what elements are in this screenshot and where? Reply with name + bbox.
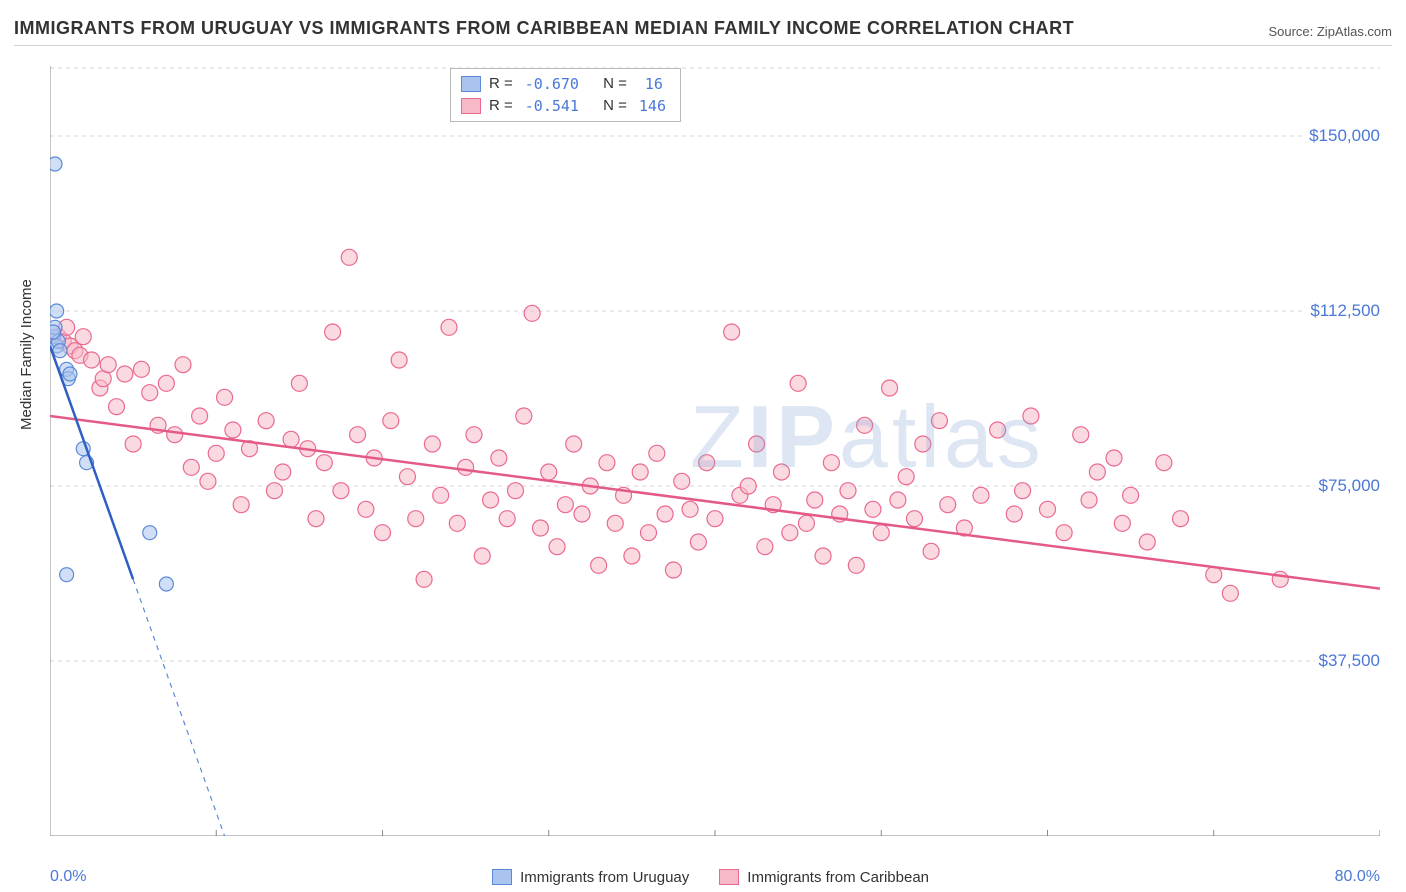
y-tick-label: $37,500 (1315, 651, 1384, 671)
chart-title: IMMIGRANTS FROM URUGUAY VS IMMIGRANTS FR… (14, 18, 1074, 39)
legend-item-caribbean: Immigrants from Caribbean (719, 869, 929, 886)
y-axis-label: Median Family Income (18, 279, 35, 430)
y-tick-label: $150,000 (1305, 126, 1384, 146)
x-axis-max-label: 80.0% (1335, 868, 1380, 886)
swatch-uruguay-bottom (492, 869, 512, 885)
legend-row-caribbean: R = -0.541 N = 146 (461, 95, 670, 117)
legend-n-label: N = (603, 73, 627, 95)
source-prefix: Source: (1268, 24, 1316, 39)
x-axis-min-label: 0.0% (50, 868, 86, 886)
legend-item-uruguay: Immigrants from Uruguay (492, 869, 689, 886)
bottom-legend-bar: 0.0% Immigrants from Uruguay Immigrants … (50, 868, 1380, 886)
swatch-uruguay (461, 76, 481, 92)
scatter-plot-svg (50, 66, 1380, 836)
chart-plot-area: ZIPatlas R = -0.670 N = 16 R = -0.541 N … (50, 66, 1380, 836)
source-label: Source: ZipAtlas.com (1268, 24, 1392, 39)
legend-row-uruguay: R = -0.670 N = 16 (461, 73, 670, 95)
y-tick-label: $75,000 (1315, 476, 1384, 496)
y-tick-label: $112,500 (1306, 301, 1384, 321)
swatch-caribbean (461, 98, 481, 114)
legend-r-value-caribbean: -0.541 (521, 95, 583, 117)
series-name-caribbean: Immigrants from Caribbean (747, 869, 929, 886)
swatch-caribbean-bottom (719, 869, 739, 885)
legend-r-label-2: R = (489, 95, 513, 117)
series-legend: Immigrants from Uruguay Immigrants from … (492, 869, 929, 886)
correlation-legend: R = -0.670 N = 16 R = -0.541 N = 146 (450, 68, 681, 122)
legend-r-label: R = (489, 73, 513, 95)
title-bar: IMMIGRANTS FROM URUGUAY VS IMMIGRANTS FR… (14, 18, 1392, 46)
legend-r-value-uruguay: -0.670 (521, 73, 583, 95)
legend-n-value-uruguay: 16 (635, 73, 667, 95)
source-name: ZipAtlas.com (1317, 24, 1392, 39)
legend-n-value-caribbean: 146 (635, 95, 670, 117)
series-name-uruguay: Immigrants from Uruguay (520, 869, 689, 886)
legend-n-label-2: N = (603, 95, 627, 117)
